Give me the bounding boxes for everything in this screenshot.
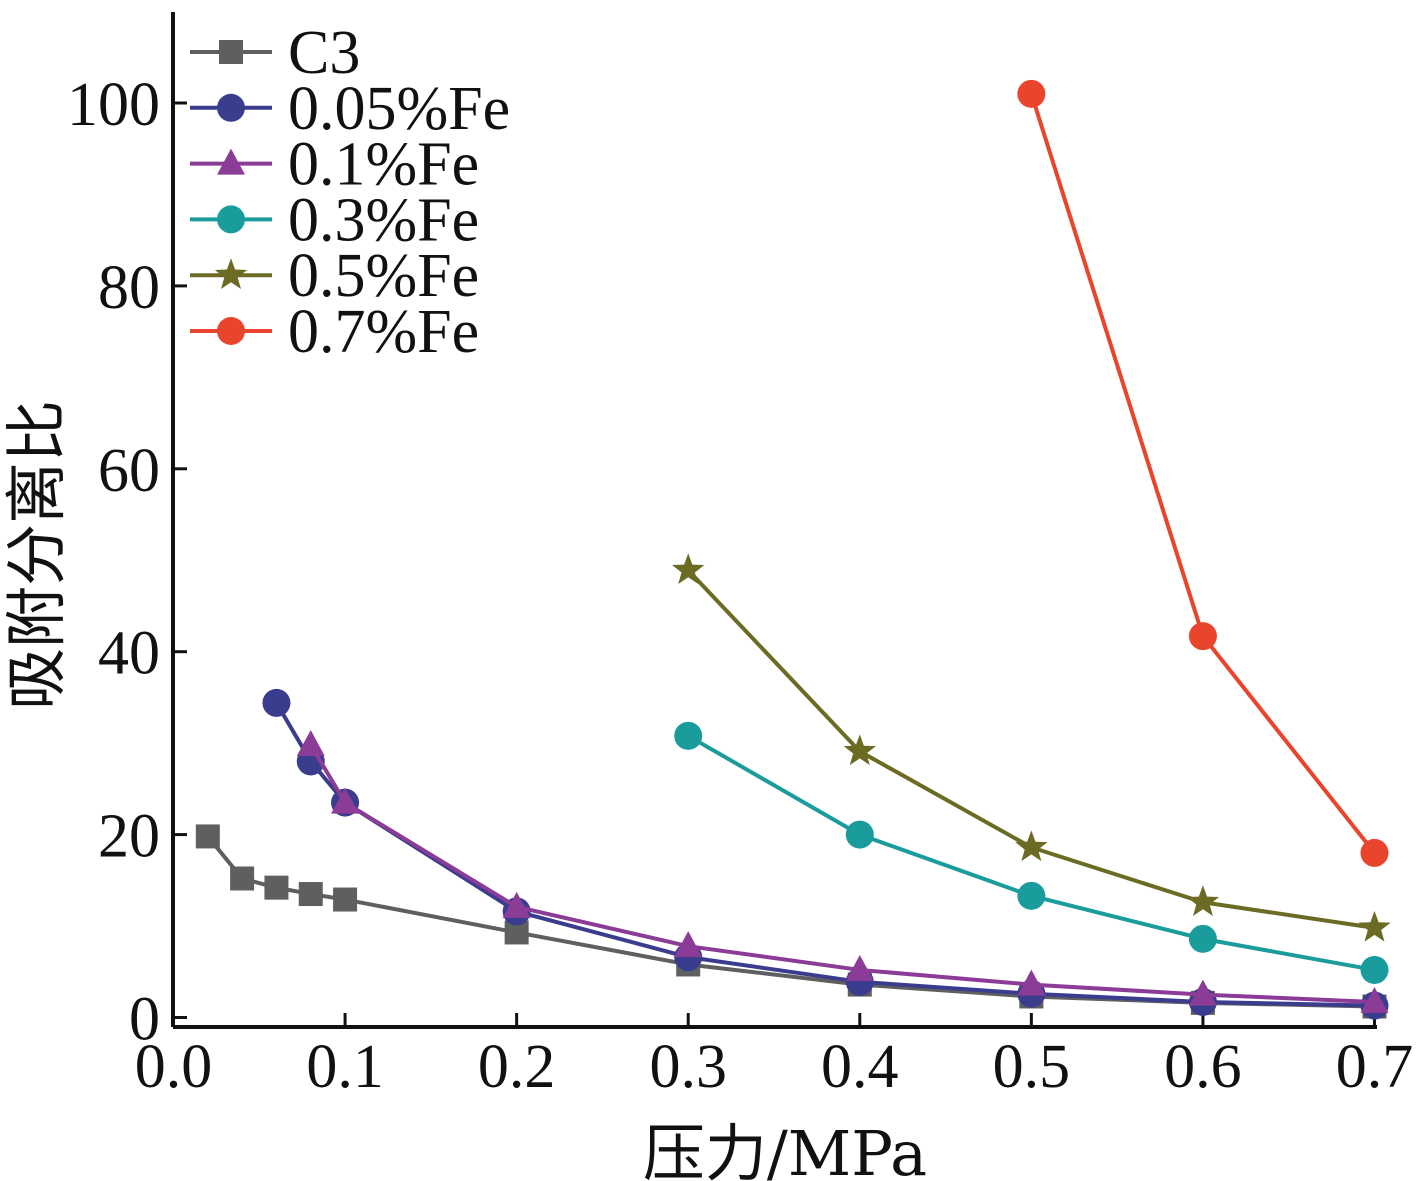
data-point bbox=[1017, 969, 1046, 996]
data-point bbox=[502, 891, 531, 918]
data-point bbox=[1360, 955, 1389, 984]
legend-label: 0.3%Fe bbox=[288, 186, 479, 254]
x-tick-label: 0.1 bbox=[306, 1033, 384, 1101]
legend-label: 0.05%Fe bbox=[288, 75, 510, 143]
data-point bbox=[333, 887, 358, 912]
series-line bbox=[1029, 93, 1377, 855]
data-point bbox=[262, 688, 291, 717]
ticks: 0.0 0.1 0.2 0.3 0.4 0.5 0.6 0.7 0 20 40 60 80 100 bbox=[67, 71, 1413, 1101]
y-tick-label: 80 bbox=[98, 254, 160, 322]
data-point bbox=[1186, 885, 1220, 917]
series-layer bbox=[195, 79, 1391, 1020]
legend-label: 0.5%Fe bbox=[288, 242, 479, 310]
legend-label: 0.1%Fe bbox=[288, 131, 479, 199]
legend-marker bbox=[219, 40, 243, 64]
y-tick-label: 0 bbox=[129, 986, 160, 1054]
legend-item: 0.5%Fe bbox=[190, 242, 479, 310]
data-point bbox=[1360, 838, 1389, 867]
legend-marker bbox=[214, 258, 248, 289]
x-tick-label: 0.4 bbox=[821, 1033, 899, 1101]
x-tick-label: 0.7 bbox=[1336, 1033, 1414, 1101]
series-line bbox=[686, 568, 1375, 930]
y-tick-label: 40 bbox=[98, 620, 160, 688]
data-point bbox=[195, 824, 220, 849]
data-point bbox=[1017, 881, 1046, 910]
legend-item: 0.7%Fe bbox=[190, 298, 479, 366]
series-line bbox=[274, 701, 1375, 1008]
data-point bbox=[1188, 622, 1217, 651]
data-point bbox=[845, 954, 874, 981]
series-0.5%Fe bbox=[672, 553, 1391, 942]
data-point bbox=[674, 931, 703, 958]
data-point bbox=[1015, 830, 1048, 862]
data-point bbox=[1017, 79, 1046, 108]
legend-marker bbox=[217, 205, 245, 234]
legend-item: C3 bbox=[190, 19, 360, 87]
data-point bbox=[296, 729, 325, 756]
series-0.1%Fe bbox=[296, 729, 1389, 1013]
x-tick-label: 0.0 bbox=[135, 1033, 213, 1101]
data-point bbox=[845, 820, 874, 849]
series-0.3%Fe bbox=[674, 721, 1389, 984]
data-point bbox=[1358, 910, 1391, 942]
data-point bbox=[298, 882, 323, 907]
data-point bbox=[230, 866, 255, 891]
data-point bbox=[674, 721, 703, 750]
data-point bbox=[264, 875, 289, 900]
x-tick-label: 0.2 bbox=[478, 1033, 556, 1101]
data-point bbox=[843, 734, 876, 766]
y-axis-title: 吸附分离比 bbox=[0, 400, 73, 710]
series-line bbox=[206, 835, 1375, 1009]
legend-item: 0.3%Fe bbox=[190, 186, 479, 254]
legend-label: C3 bbox=[288, 19, 360, 87]
y-tick-label: 100 bbox=[67, 71, 160, 139]
legend-item: 0.1%Fe bbox=[190, 131, 479, 199]
series-0.7%Fe bbox=[1017, 79, 1389, 867]
data-point bbox=[1188, 924, 1217, 953]
x-axis-title: 压力/MPa bbox=[643, 1117, 927, 1181]
axes bbox=[171, 12, 1377, 1029]
legend-label: 0.7%Fe bbox=[288, 298, 479, 366]
x-tick-label: 0.3 bbox=[649, 1033, 727, 1101]
data-point bbox=[504, 920, 529, 945]
data-point bbox=[1188, 979, 1217, 1006]
x-tick-label: 0.6 bbox=[1164, 1033, 1242, 1101]
legend-marker bbox=[217, 93, 245, 122]
legend-marker bbox=[217, 148, 245, 175]
data-point bbox=[1360, 986, 1389, 1013]
series-line bbox=[309, 743, 1375, 1004]
data-point bbox=[672, 553, 705, 585]
y-tick-label: 60 bbox=[98, 437, 160, 505]
y-tick-label: 20 bbox=[98, 803, 160, 871]
data-point bbox=[331, 787, 360, 814]
legend-item: 0.05%Fe bbox=[190, 75, 510, 143]
legend-marker bbox=[217, 317, 245, 345]
x-tick-label: 0.5 bbox=[993, 1033, 1071, 1101]
legend: C30.05%Fe0.1%Fe0.3%Fe0.5%Fe0.7%Fe bbox=[190, 19, 510, 366]
